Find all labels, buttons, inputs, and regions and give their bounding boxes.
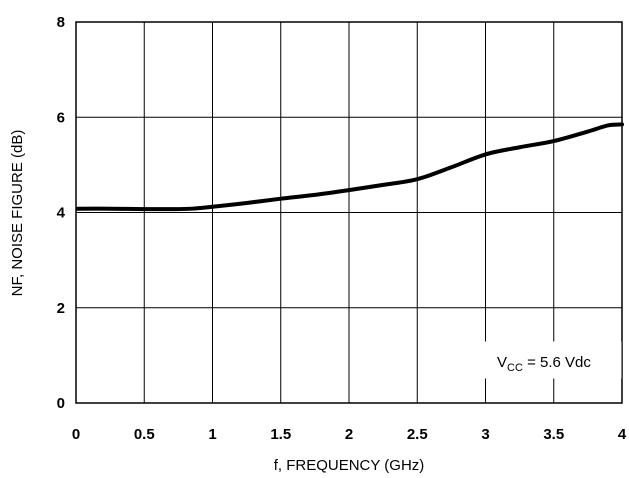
- x-tick-label-3: 1.5: [270, 426, 291, 443]
- x-tick-label-2: 1: [208, 426, 216, 443]
- y-tick-label-0: 0: [57, 395, 65, 412]
- x-tick-label-7: 3.5: [543, 426, 564, 443]
- y-tick-label-3: 6: [57, 109, 65, 126]
- vcc-annotation: VCC = 5.6 Vdc: [497, 354, 591, 374]
- series-group: [75, 122, 624, 212]
- vcc-annotation-main: V: [497, 354, 507, 371]
- vcc-annotation-rest: = 5.6 Vdc: [523, 354, 591, 371]
- x-tick-label-6: 3: [481, 426, 489, 443]
- x-tick-label-4: 2: [345, 426, 353, 443]
- y-axis-label: NF, NOISE FIGURE (dB): [9, 130, 26, 297]
- vcc-annotation-subscript: CC: [507, 362, 523, 374]
- plot-area: [75, 21, 623, 404]
- y-tick-label-4: 8: [57, 14, 65, 31]
- x-tick-label-1: 0.5: [134, 426, 155, 443]
- y-tick-labels: 0 2 4 6 8: [57, 14, 66, 412]
- y-tick-label-2: 4: [57, 205, 66, 222]
- x-tick-label-5: 2.5: [407, 426, 428, 443]
- y-tick-label-1: 2: [57, 300, 65, 317]
- x-tick-label-8: 4: [618, 426, 627, 443]
- x-tick-label-0: 0: [72, 426, 80, 443]
- noise-figure-curve-0: [75, 122, 624, 212]
- x-tick-labels: 0 0.5 1 1.5 2 2.5 3 3.5 4: [72, 426, 627, 443]
- annotation-box: [484, 341, 622, 379]
- x-axis-label: f, FREQUENCY (GHz): [274, 457, 425, 474]
